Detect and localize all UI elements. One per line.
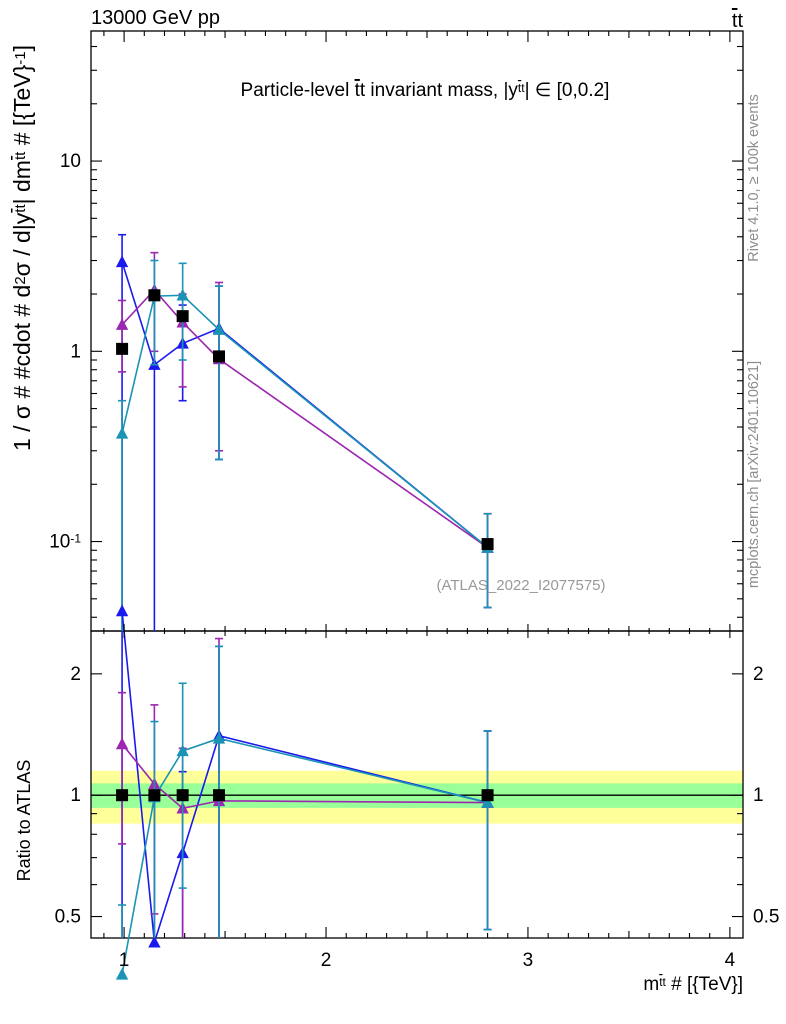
svg-text:mcplots.cern.ch [arXiv:2401.10: mcplots.cern.ch [arXiv:2401.10621] [746, 361, 762, 588]
svg-text:13000 GeV pp: 13000 GeV pp [91, 7, 220, 29]
svg-text:mtt # [{TeV}]: mtt # [{TeV}] [643, 974, 743, 995]
svg-text:0.5: 0.5 [55, 907, 81, 928]
svg-text:1 / σ # #cdot # d2σ / d|ytt| d: 1 / σ # #cdot # d2σ / d|ytt| dmtt # [{Te… [9, 45, 35, 451]
svg-text:(ATLAS_2022_I2077575): (ATLAS_2022_I2077575) [436, 577, 605, 594]
svg-text:10: 10 [60, 151, 81, 172]
svg-text:1: 1 [70, 785, 81, 806]
svg-text:0.5: 0.5 [753, 907, 779, 928]
svg-text:3: 3 [523, 950, 534, 971]
svg-text:Ratio to ATLAS: Ratio to ATLAS [14, 760, 34, 882]
svg-text:2: 2 [321, 950, 332, 971]
svg-text:1: 1 [70, 341, 81, 362]
svg-text:2: 2 [70, 664, 81, 685]
svg-text:2: 2 [753, 664, 764, 685]
svg-text:4: 4 [725, 950, 736, 971]
svg-text:1: 1 [753, 785, 764, 806]
svg-text:Particle-level tt invariant ma: Particle-level tt invariant mass, |ytt| … [241, 80, 610, 101]
svg-text:tt: tt [732, 10, 744, 32]
svg-text:Rivet 4.1.0, ≥ 100k events: Rivet 4.1.0, ≥ 100k events [746, 94, 762, 262]
svg-text:1: 1 [119, 950, 130, 971]
